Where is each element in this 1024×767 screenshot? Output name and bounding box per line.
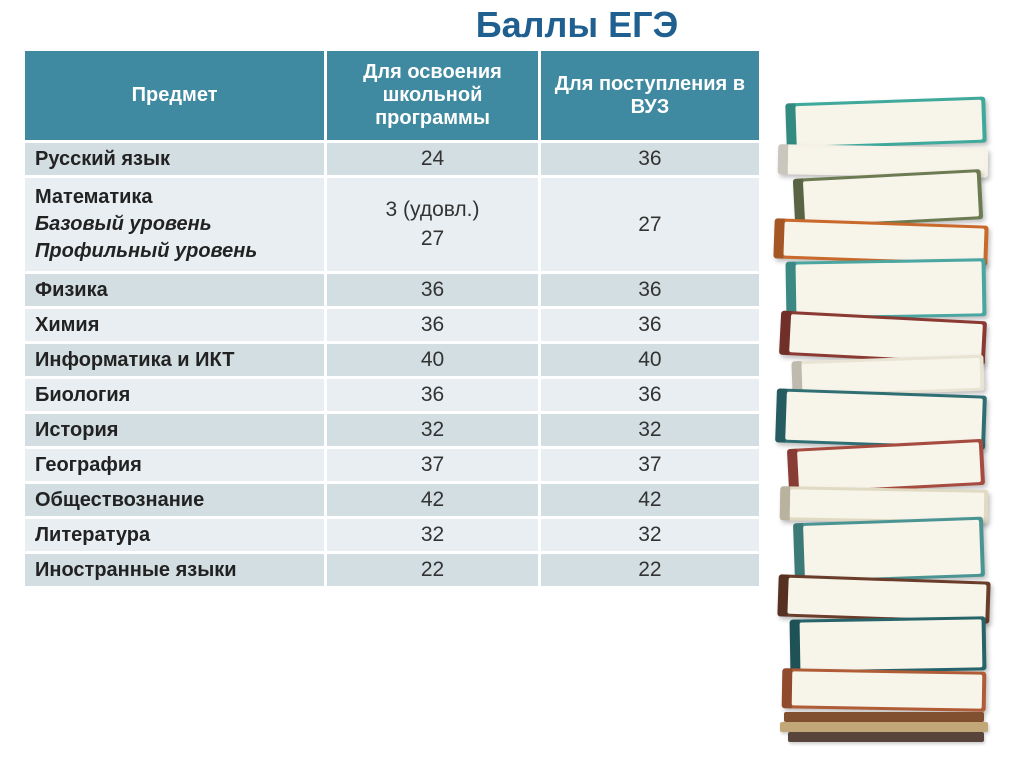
book-icon xyxy=(780,722,988,732)
table-row: История3232 xyxy=(24,413,761,448)
content-row: Предмет Для освоения школьной программы … xyxy=(0,48,1024,740)
vuz-score-cell: 27 xyxy=(539,177,760,273)
subject-cell: Химия xyxy=(24,308,326,343)
table-row: Физика3636 xyxy=(24,273,761,308)
subject-cell: Обществознание xyxy=(24,483,326,518)
school-score-cell: 36 xyxy=(326,273,540,308)
vuz-score-cell: 42 xyxy=(539,483,760,518)
vuz-score-cell: 36 xyxy=(539,142,760,177)
subject-cell: Литература xyxy=(24,518,326,553)
school-score-cell: 40 xyxy=(326,343,540,378)
vuz-score-cell: 36 xyxy=(539,308,760,343)
vuz-score-cell: 32 xyxy=(539,413,760,448)
subject-cell: Биология xyxy=(24,378,326,413)
vuz-score-cell: 40 xyxy=(539,343,760,378)
table-row: Обществознание4242 xyxy=(24,483,761,518)
subject-cell: Иностранные языки xyxy=(24,553,326,588)
book-icon xyxy=(785,97,986,150)
book-icon xyxy=(788,732,984,742)
table-row: Химия3636 xyxy=(24,308,761,343)
school-score-cell: 36 xyxy=(326,378,540,413)
subject-cell: Физика xyxy=(24,273,326,308)
table-body: Русский язык2436МатематикаБазовый уровен… xyxy=(24,142,761,588)
table-row: Биология3636 xyxy=(24,378,761,413)
book-stack-illustration xyxy=(766,40,996,740)
vuz-score-cell: 36 xyxy=(539,378,760,413)
school-score-cell: 37 xyxy=(326,448,540,483)
subject-subline: Профильный уровень xyxy=(35,238,314,265)
table-row: Русский язык2436 xyxy=(24,142,761,177)
book-icon xyxy=(790,616,987,673)
table-row: Литература3232 xyxy=(24,518,761,553)
subject-cell: Математика Базовый уровеньПрофильный уров… xyxy=(24,177,326,273)
book-icon xyxy=(784,712,984,722)
book-icon xyxy=(782,668,987,712)
subject-cell: География xyxy=(24,448,326,483)
school-score-cell: 24 xyxy=(326,142,540,177)
table-row: География3737 xyxy=(24,448,761,483)
subject-name: Математика xyxy=(35,186,153,208)
col-header-school: Для освоения школьной программы xyxy=(326,50,540,142)
subject-cell: Информатика и ИКТ xyxy=(24,343,326,378)
col-header-vuz: Для поступления в ВУЗ xyxy=(539,50,760,142)
school-score-cell: 42 xyxy=(326,483,540,518)
school-score-cell: 3 (удовл.)27 xyxy=(326,177,540,273)
subject-cell: История xyxy=(24,413,326,448)
school-score-cell: 32 xyxy=(326,518,540,553)
vuz-score-cell: 37 xyxy=(539,448,760,483)
vuz-score-cell: 32 xyxy=(539,518,760,553)
subject-subline: Базовый уровень xyxy=(35,211,314,238)
school-score-cell: 36 xyxy=(326,308,540,343)
book-icon xyxy=(793,517,985,584)
vuz-score-cell: 36 xyxy=(539,273,760,308)
col-header-subject: Предмет xyxy=(24,50,326,142)
score-table: Предмет Для освоения школьной программы … xyxy=(22,48,762,589)
school-score-cell: 22 xyxy=(326,553,540,588)
book-icon xyxy=(786,258,987,319)
table-row: Иностранные языки2222 xyxy=(24,553,761,588)
subject-cell: Русский язык xyxy=(24,142,326,177)
vuz-score-cell: 22 xyxy=(539,553,760,588)
school-score-cell: 32 xyxy=(326,413,540,448)
table-row: Информатика и ИКТ4040 xyxy=(24,343,761,378)
table-row: Математика Базовый уровеньПрофильный уров… xyxy=(24,177,761,273)
